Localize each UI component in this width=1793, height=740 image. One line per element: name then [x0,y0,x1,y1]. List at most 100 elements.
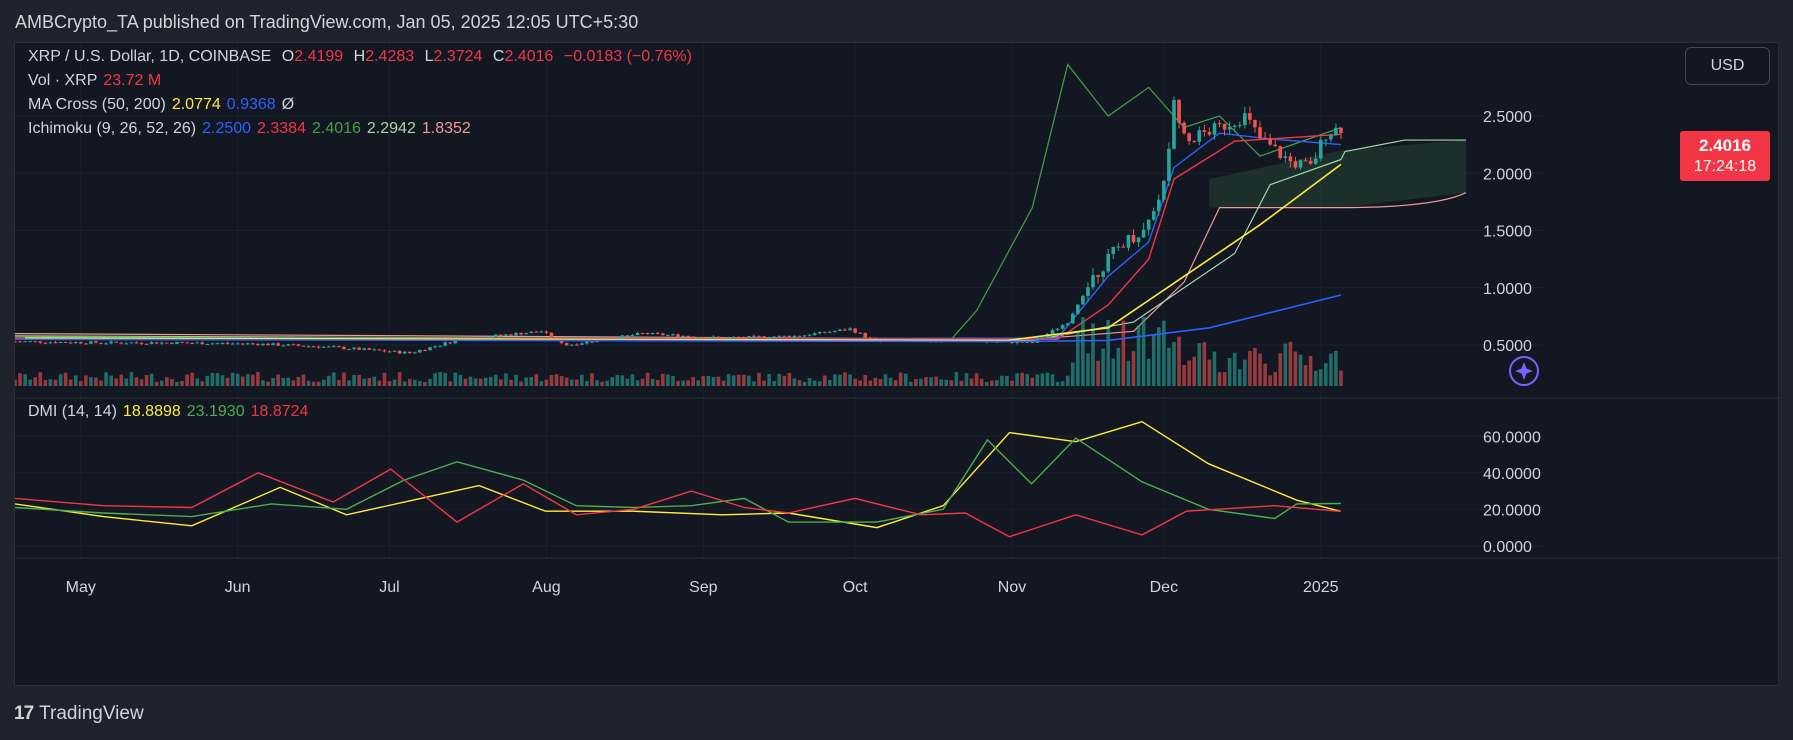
candle-body [321,346,326,348]
volume-bar [929,377,933,386]
candle-body [828,331,832,333]
volume-bar [301,374,306,386]
volume-bar [15,379,17,386]
volume-bar [640,378,645,386]
volume-bar [1177,336,1181,386]
ma-cross-legend[interactable]: MA Cross (50, 200) 2.0774 0.9368 Ø [28,96,295,113]
volume-bar [23,374,27,386]
candle-body [585,341,589,344]
volume-bar [94,377,98,386]
ichimoku-cloud [1209,140,1466,208]
volume-bar [863,374,868,386]
volume-bar [671,376,675,386]
candle-body [1192,141,1197,143]
candle-body [200,342,205,345]
volume-bar [99,380,103,386]
volume-bar [524,377,528,386]
volume-bar [494,374,498,386]
volume-bar [1126,360,1131,386]
tradingview-brand[interactable]: TradingView [39,703,144,724]
volume-bar [1237,369,1242,386]
candle-body [1131,234,1136,243]
candle-body [139,342,144,344]
chart-canvas[interactable]: 0.5000 1.0000 1.5000 2.0000 2.5000 0.0000 20.… [15,43,1780,687]
candle-body [539,331,544,333]
volume-bar [347,380,351,386]
time-tick-label: Aug [532,579,560,596]
candle-body [787,335,792,338]
volume-bar [1151,334,1156,386]
last-price-tag: 2.4016 17:24:18 [1680,131,1770,181]
volume-bar [797,380,802,386]
candle-body [58,341,63,343]
volume-bar [58,374,63,386]
volume-bar [620,375,625,386]
volume-bar [473,378,478,386]
candle-body [448,342,453,344]
chikou-line [15,63,1342,340]
candle-body [23,341,27,343]
volume-bar [73,375,78,386]
volume-bar [332,372,336,386]
volume-bar [190,372,194,386]
volume-bar [1339,370,1343,386]
volume-bar [752,381,756,386]
candle-body [797,335,802,337]
volume-bar [175,381,179,386]
candle-body [706,337,711,339]
dmi-axis: 0.0000 20.0000 40.0000 60.0000 [1483,429,1541,556]
candle-body [1106,253,1110,272]
candle-body [301,345,306,347]
candle-body [1268,138,1272,145]
candle-body [1136,237,1141,243]
symbol-name[interactable]: XRP / U.S. Dollar, 1D, COINBASE [28,48,272,65]
candle-body [362,348,367,350]
kijun-line [15,133,1342,341]
candle-body [114,341,119,343]
volume-bar [833,374,837,386]
candle-body [68,342,73,344]
currency-button[interactable]: USD [1685,47,1770,85]
candle-body [215,343,220,345]
candle-body [1258,127,1262,139]
volume-bar [357,374,361,386]
time-axis: May Jun Jul Aug Sep Oct Nov Dec 2025 [66,579,1339,596]
volume-bar [18,373,22,386]
volume-bar [68,379,73,386]
candle-body [53,342,58,344]
volume-bar [1081,317,1085,386]
volume-bar [1010,380,1014,386]
candle-body [1283,156,1288,159]
candle-body [863,333,868,338]
ichimoku-legend[interactable]: Ichimoku (9, 26, 52, 26) 2.2500 2.3384 2.40… [28,120,471,137]
dmi-tick-label: 0.0000 [1483,539,1532,556]
chart-panel[interactable]: 0.5000 1.0000 1.5000 2.0000 2.5000 0.0000 20.… [14,42,1780,687]
candle-body [853,328,857,333]
volume-bar [838,374,842,386]
candle-body [134,342,139,344]
volume-bar [1253,348,1257,386]
candle-body [868,337,873,339]
volume-bar [1015,373,1019,386]
volume-bar [1263,363,1267,386]
candle-body [1015,341,1019,344]
candle-body [342,346,346,350]
volume-bar [281,378,286,386]
volume-bar [1202,342,1207,386]
volume-bar [731,375,736,386]
volume-bar [934,376,938,386]
volume-bar [716,376,721,386]
volume-bar [367,378,372,386]
tradingview-logo-icon[interactable]: 17 [14,703,34,724]
candle-body [84,343,88,345]
volume-bar [691,377,695,386]
candle-body [822,331,827,333]
dmi-legend[interactable]: DMI (14, 14) 18.8898 23.1930 18.8724 [28,403,309,420]
candle-body [1146,219,1151,230]
volume-bar [1167,347,1171,386]
candle-body [18,341,22,343]
candle-body [802,335,807,337]
candle-body [15,341,17,343]
volume-bar [600,381,604,386]
volume-legend[interactable]: Vol · XRP 23.72 M [28,72,162,89]
